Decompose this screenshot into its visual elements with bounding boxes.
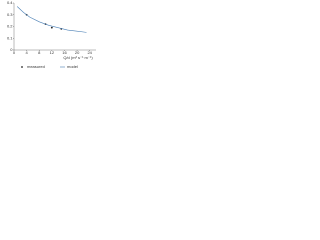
x-tick-label: 0	[13, 50, 16, 55]
legend-marker	[21, 66, 23, 68]
legend-label: measured	[27, 64, 45, 69]
chart: Q/d (m³ s⁻¹ m⁻¹) 00.10.20.30.40 4 8 12 16 20 2…	[0, 0, 100, 73]
x-tick-label: 8	[38, 50, 41, 55]
x-tick-label: 12	[50, 50, 55, 55]
y-tick-label: 0.4	[7, 0, 13, 5]
model-line	[16, 6, 87, 33]
x-tick-label: 16	[62, 50, 67, 55]
y-tick-label: 0	[10, 47, 13, 52]
data-point	[50, 26, 53, 29]
y-tick-label: 0.2	[7, 24, 13, 29]
legend-label: model	[67, 64, 78, 69]
y-tick-label: 0.1	[7, 35, 13, 40]
background	[0, 0, 100, 73]
x-tick-label: 4	[25, 50, 28, 55]
x-tick-label: 20	[75, 50, 80, 55]
x-axis-label: Q/d (m³ s⁻¹ m⁻¹)	[63, 55, 93, 60]
x-tick-label: 24	[87, 50, 92, 55]
y-tick-label: 0.3	[7, 12, 13, 17]
